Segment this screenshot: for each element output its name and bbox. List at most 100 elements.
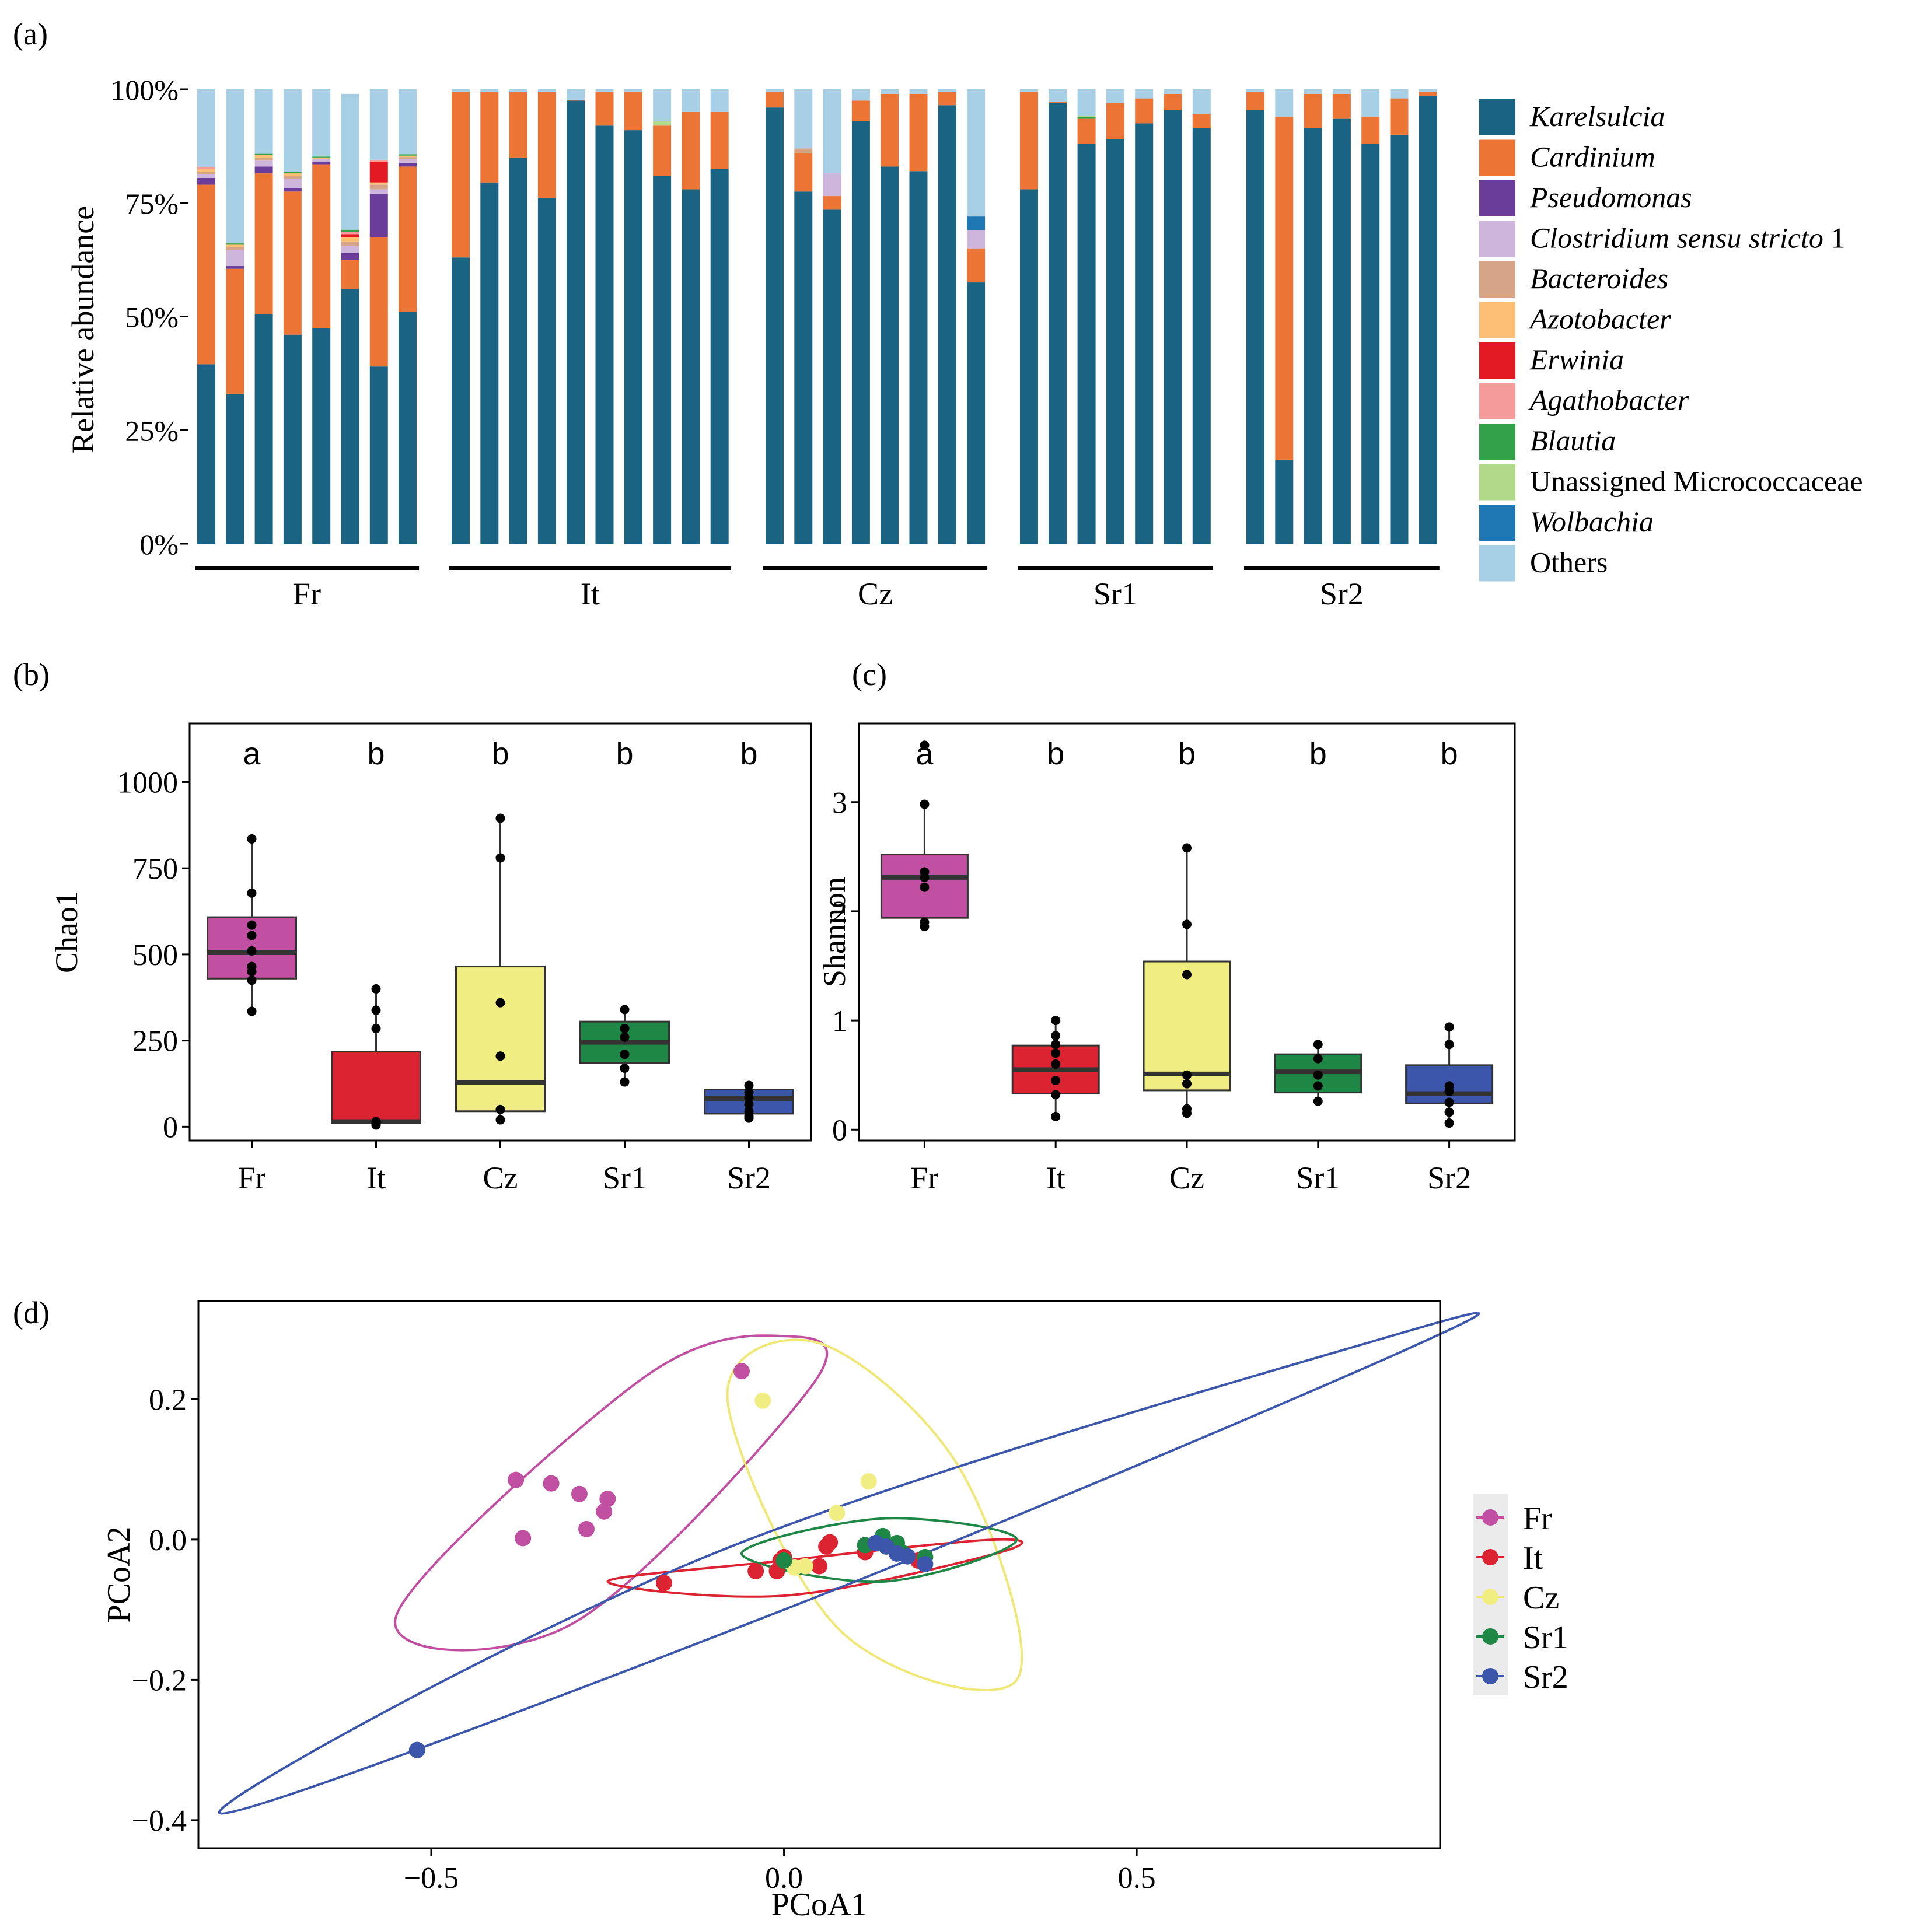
- y-tick-label: 0%: [139, 528, 179, 561]
- pcoa-point-sr2: [899, 1548, 916, 1565]
- pcoa-point-it: [822, 1534, 838, 1551]
- data-point-cz: [496, 998, 505, 1008]
- data-point-cz: [1182, 919, 1192, 929]
- legend-label-text: Clostridium sensu stricto: [1530, 222, 1823, 254]
- bar-fr-3-bacteroides: [255, 158, 273, 160]
- legend-label-karelsulcia: Karelsulcia: [1529, 100, 1665, 132]
- data-point-cz: [496, 853, 505, 862]
- bar-cz-7-karelsulcia: [938, 105, 956, 544]
- legend-label-it: It: [1523, 1540, 1543, 1576]
- data-point-sr1: [620, 1050, 630, 1059]
- bar-cz-6-cardinium: [910, 94, 928, 171]
- bar-fr-4-azotobacter: [284, 173, 302, 176]
- bar-sr1-5-cardinium: [1135, 99, 1153, 124]
- chao1-boxplot: aFrbItbCzbSr1bSr202505007501000Chao1: [49, 723, 811, 1195]
- x-tick-label: 0.5: [1118, 1862, 1156, 1895]
- bar-fr-1-karelsulcia: [197, 364, 215, 544]
- legend-label-clostridium: Clostridium sensu stricto 1: [1530, 222, 1845, 254]
- data-point-fr: [247, 921, 257, 930]
- bar-fr-6-azotobacter: [341, 237, 359, 242]
- bar-it-6-cardinium: [596, 92, 614, 125]
- data-point-sr1: [620, 1005, 630, 1014]
- data-point-fr: [920, 883, 929, 892]
- pcoa-point-fr: [515, 1530, 531, 1546]
- legend-label-cardinium: Cardinium: [1530, 141, 1655, 173]
- pcoa-point-fr: [543, 1475, 560, 1492]
- legend-key-dot-sr1: [1482, 1628, 1498, 1645]
- data-point-it: [372, 1006, 381, 1015]
- bar-sr1-2-others: [1049, 89, 1067, 102]
- y-tick-label: −0.2: [132, 1664, 187, 1697]
- bar-cz-4-others: [852, 89, 870, 100]
- bar-fr-4-pseudomonas: [284, 188, 302, 191]
- data-point-it: [372, 1024, 381, 1033]
- significance-letter-sr1: b: [616, 736, 633, 771]
- bar-fr-6-clostridium: [341, 246, 359, 253]
- legend-swatch-others: [1479, 545, 1515, 582]
- bar-sr2-5-others: [1361, 89, 1379, 117]
- pcoa-point-sr2: [409, 1742, 425, 1758]
- legend-swatch-micrococcaceae: [1479, 464, 1515, 501]
- bar-cz-4-karelsulcia: [852, 121, 870, 544]
- data-point-fr: [920, 873, 929, 882]
- data-point-fr: [247, 975, 257, 985]
- bar-fr-8-cardinium: [399, 166, 417, 312]
- bar-fr-2-others: [226, 89, 244, 243]
- significance-letter-it: b: [1047, 736, 1064, 771]
- bar-sr2-4-cardinium: [1333, 94, 1351, 119]
- bar-fr-3-azotobacter: [255, 155, 273, 158]
- bar-fr-2-cardinium: [226, 269, 244, 394]
- bar-cz-3-clostridium: [823, 173, 841, 196]
- y-axis-label: PCoA2: [101, 1527, 137, 1623]
- bar-it-1-others: [452, 89, 470, 92]
- bar-cz-7-cardinium: [938, 92, 956, 105]
- legend-swatch-azotobacter: [1479, 302, 1515, 338]
- bar-sr1-3-others: [1078, 89, 1096, 116]
- x-tick-label-it: It: [366, 1160, 386, 1195]
- legend-label-text: Karelsulcia: [1529, 100, 1665, 132]
- legend-swatch-bacteroides: [1479, 261, 1515, 298]
- bar-it-1-karelsulcia: [452, 257, 470, 544]
- bar-cz-1-others: [766, 89, 784, 92]
- bar-sr2-2-karelsulcia: [1275, 460, 1293, 544]
- legend-label-bacteroides: Bacteroides: [1530, 262, 1668, 295]
- data-point-cz: [496, 1115, 505, 1125]
- y-tick-label: 500: [132, 939, 178, 972]
- bar-fr-4-others: [284, 89, 302, 172]
- data-point-it: [1051, 1048, 1060, 1058]
- legend-label-erwinia: Erwinia: [1529, 343, 1624, 376]
- bar-fr-3-pseudomonas: [255, 166, 273, 173]
- y-tick-label: 1: [832, 1005, 847, 1038]
- y-axis-label: Chao1: [49, 891, 84, 973]
- data-point-sr2: [1445, 1097, 1454, 1107]
- bar-cz-3-others: [823, 89, 841, 173]
- bar-fr-2-pseudomonas: [226, 266, 244, 269]
- data-point-cz: [1182, 970, 1192, 979]
- bar-sr1-7-cardinium: [1193, 114, 1211, 128]
- data-point-sr1: [620, 1078, 630, 1087]
- x-tick-label-cz: Cz: [483, 1160, 518, 1195]
- bar-fr-2-bacteroides: [226, 247, 244, 250]
- legend-swatch-blautia: [1479, 424, 1515, 460]
- pcoa-point-fr: [571, 1486, 588, 1502]
- bar-cz-5-cardinium: [881, 94, 899, 167]
- bar-sr1-3-karelsulcia: [1078, 144, 1096, 544]
- significance-letter-sr2: b: [1441, 736, 1458, 771]
- significance-letter-sr1: b: [1309, 736, 1327, 771]
- group-label-it: It: [581, 576, 600, 611]
- data-point-sr1: [1313, 1097, 1323, 1106]
- bar-sr1-4-others: [1106, 89, 1124, 103]
- y-tick-label: 100%: [110, 74, 179, 106]
- bar-fr-1-clostridium: [197, 174, 215, 178]
- data-point-sr2: [1445, 1118, 1454, 1128]
- group-labels: Fr It Cz Sr1 Sr2: [195, 568, 1440, 611]
- bar-cz-1-cardinium: [766, 92, 784, 107]
- bar-it-7-karelsulcia: [624, 130, 642, 544]
- bar-cz-8-karelsulcia: [967, 282, 985, 544]
- bar-fr-4-bacteroides: [284, 176, 302, 179]
- bar-cz-3-cardinium: [823, 196, 841, 209]
- bar-fr-6-karelsulcia: [341, 289, 359, 544]
- bar-sr1-3-micrococcaceae: [1078, 116, 1096, 117]
- significance-letter-fr: a: [243, 736, 261, 771]
- y-tick-label: 25%: [125, 414, 179, 447]
